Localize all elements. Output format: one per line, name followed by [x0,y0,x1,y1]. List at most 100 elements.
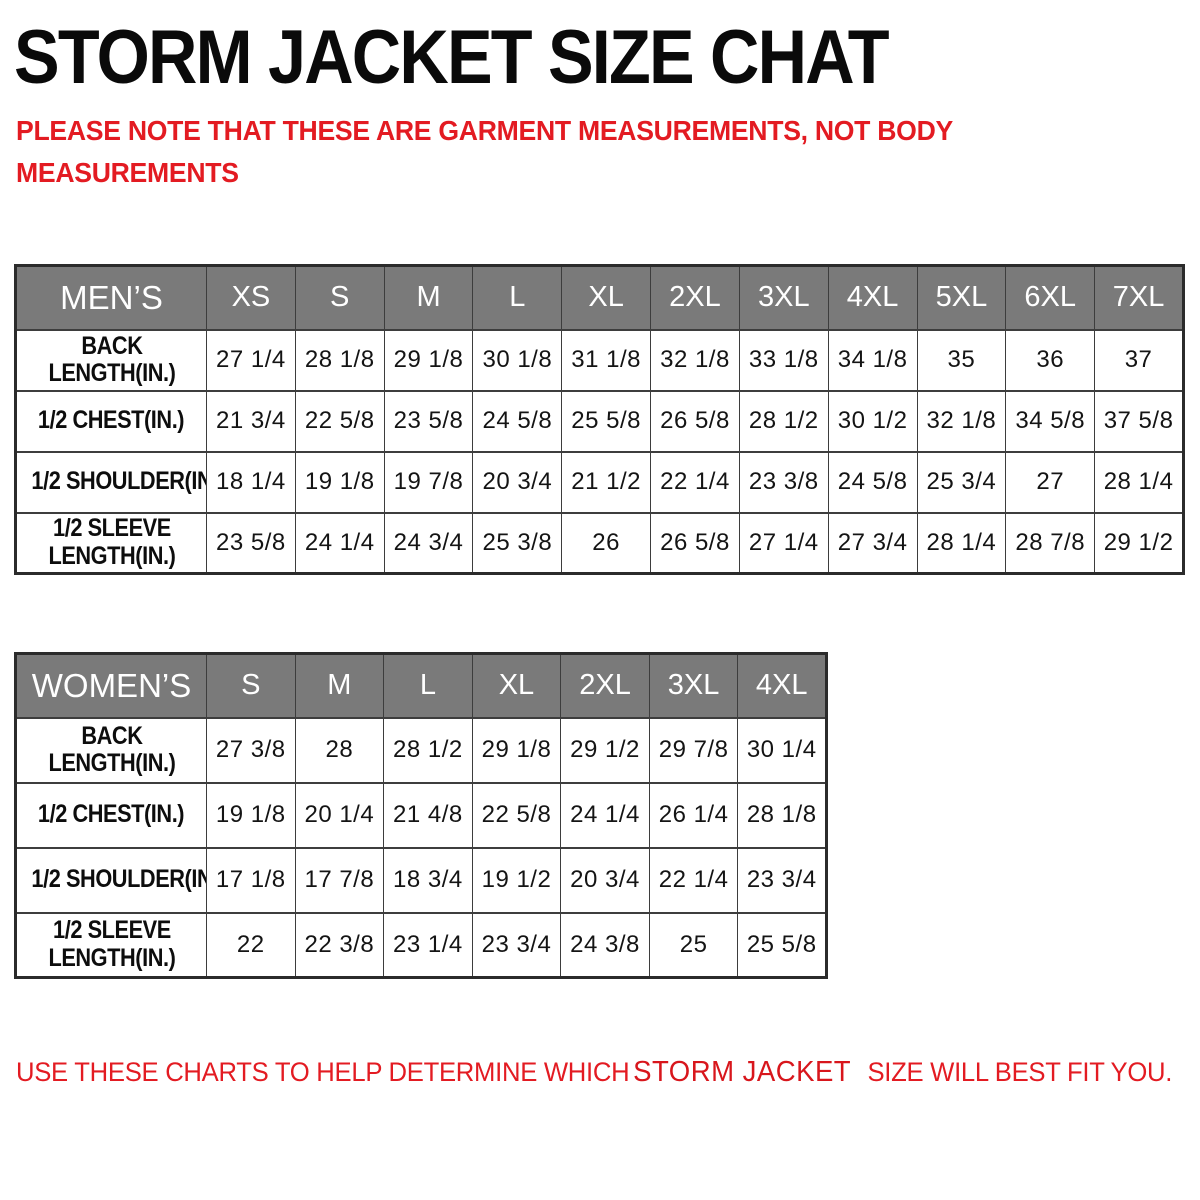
measurement-value: 28 1/2 [738,389,829,453]
measurement-value: 24 5/8 [827,450,918,514]
table-row: 1/2 CHEST(IN.) 19 1/8 20 1/4 21 4/8 22 5… [15,781,827,849]
measurement-value: 29 1/2 [1094,511,1184,575]
measurement-value: 25 5/8 [737,911,827,979]
measurement-value: 27 1/4 [206,328,296,392]
measurement-value: 25 3/4 [916,450,1007,514]
measurement-value: 32 1/8 [916,389,1007,453]
fit-advice-prefix: USE THESE CHARTS TO HELP DETERMINE WHICH [16,1057,630,1087]
page-title: STORM JACKET SIZE CHAT [14,15,890,100]
measurement-value: 17 1/8 [206,846,296,914]
measurement-value: 26 5/8 [650,511,740,575]
measurement-value: 33 1/8 [738,328,829,392]
measurement-value: 20 1/4 [294,781,385,849]
size-column-header: 2XL [560,652,650,719]
mens-size-table: MEN’S XS S M L XL 2XL 3XL 4XL 5XL 6XL 7X… [14,264,1185,575]
measurement-value: 29 1/8 [471,716,562,784]
measurement-value: 24 3/4 [383,511,474,575]
size-column-header: XL [561,264,652,331]
measurement-value: 19 1/2 [471,846,562,914]
measurement-value: 25 5/8 [561,389,652,453]
measurement-value: 29 7/8 [648,716,739,784]
row-label: 1/2 SHOULDER(IN.) [15,450,207,514]
measurement-value: 26 5/8 [650,389,740,453]
fit-advice-note: USE THESE CHARTS TO HELP DETERMINE WHICH… [16,1056,1172,1089]
row-label-text: 1/2 SLEEVE LENGTH(IN.) [48,514,175,570]
measurement-value: 30 1/2 [827,389,918,453]
measurement-value: 21 3/4 [206,389,296,453]
size-column-header: XS [206,264,296,331]
row-label-text: BACK LENGTH(IN.) [48,721,175,777]
womens-header-row: WOMEN’S S M L XL 2XL 3XL 4XL [15,652,827,719]
measurement-value: 23 5/8 [206,511,296,575]
measurement-value: 24 1/4 [560,781,650,849]
measurement-value: 34 1/8 [827,328,918,392]
measurement-value: 27 1/4 [738,511,829,575]
measurement-value: 23 1/4 [383,911,473,979]
size-column-header: S [206,652,296,719]
size-column-header: XL [471,652,562,719]
measurement-value: 35 [916,328,1007,392]
row-label-text: 1/2 SLEEVE LENGTH(IN.) [48,916,175,972]
measurement-value: 22 1/4 [650,450,740,514]
size-column-header: 7XL [1094,264,1184,331]
table-row: BACK LENGTH(IN.) 27 3/8 28 28 1/2 29 1/8… [15,716,827,784]
size-column-header: L [383,652,473,719]
measurement-value: 31 1/8 [561,328,652,392]
measurement-value: 37 [1094,328,1184,392]
table-row: 1/2 SHOULDER(IN.) 17 1/8 17 7/8 18 3/4 1… [15,846,827,914]
measurement-value: 32 1/8 [650,328,740,392]
measurement-value: 19 1/8 [294,450,385,514]
size-column-header: 3XL [648,652,739,719]
row-label: BACK LENGTH(IN.) [15,716,207,784]
measurement-value: 22 [206,911,296,979]
measurement-value: 17 7/8 [294,846,385,914]
mens-table-title: MEN’S [15,264,207,331]
measurement-value: 37 5/8 [1094,389,1184,453]
measurement-value: 36 [1005,328,1096,392]
size-column-header: 2XL [650,264,740,331]
measurement-value: 23 3/4 [471,911,562,979]
size-column-header: L [472,264,563,331]
measurement-value: 27 3/4 [827,511,918,575]
measurement-value: 22 3/8 [294,911,385,979]
measurement-value: 20 3/4 [472,450,563,514]
measurement-value: 28 1/8 [737,781,827,849]
size-column-header: M [383,264,474,331]
row-label-text: 1/2 SHOULDER(IN.) [31,467,207,496]
measurement-value: 28 1/4 [916,511,1007,575]
table-row: 1/2 CHEST(IN.) 21 3/4 22 5/8 23 5/8 24 5… [15,389,1184,453]
size-column-header: 3XL [738,264,829,331]
size-column-header: 5XL [916,264,1007,331]
measurement-value: 25 [648,911,739,979]
table-row: 1/2 SHOULDER(IN.) 18 1/4 19 1/8 19 7/8 2… [15,450,1184,514]
brand-name: STORM JACKET [633,1056,852,1088]
measurement-value: 29 1/8 [383,328,474,392]
measurement-value: 18 1/4 [206,450,296,514]
row-label-text: 1/2 SHOULDER(IN.) [31,865,207,894]
row-label: 1/2 CHEST(IN.) [15,781,207,849]
row-label: 1/2 SHOULDER(IN.) [15,846,207,914]
measurement-value: 30 1/4 [737,716,827,784]
size-column-header: 6XL [1005,264,1096,331]
table-row: 1/2 SLEEVE LENGTH(IN.) 22 22 3/8 23 1/4 … [15,911,827,979]
measurement-value: 26 1/4 [648,781,739,849]
measurement-value: 24 3/8 [560,911,650,979]
measurement-value: 23 3/8 [738,450,829,514]
measurement-value: 19 1/8 [206,781,296,849]
measurement-value: 25 3/8 [472,511,563,575]
measurement-value: 30 1/8 [472,328,563,392]
fit-advice-suffix: SIZE WILL BEST FIT YOU. [860,1057,1173,1087]
row-label: 1/2 SLEEVE LENGTH(IN.) [15,911,207,979]
womens-size-table: WOMEN’S S M L XL 2XL 3XL 4XL BACK LENGTH… [14,652,828,979]
row-label: 1/2 CHEST(IN.) [15,389,207,453]
row-label: 1/2 SLEEVE LENGTH(IN.) [15,511,207,575]
measurement-value: 23 3/4 [737,846,827,914]
measurement-value: 22 1/4 [648,846,739,914]
measurement-value: 23 5/8 [383,389,474,453]
size-column-header: 4XL [827,264,918,331]
measurement-value: 22 5/8 [471,781,562,849]
measurement-value: 28 1/8 [294,328,385,392]
measurement-value: 28 1/2 [383,716,473,784]
mens-header-row: MEN’S XS S M L XL 2XL 3XL 4XL 5XL 6XL 7X… [15,264,1184,331]
measurement-value: 19 7/8 [383,450,474,514]
